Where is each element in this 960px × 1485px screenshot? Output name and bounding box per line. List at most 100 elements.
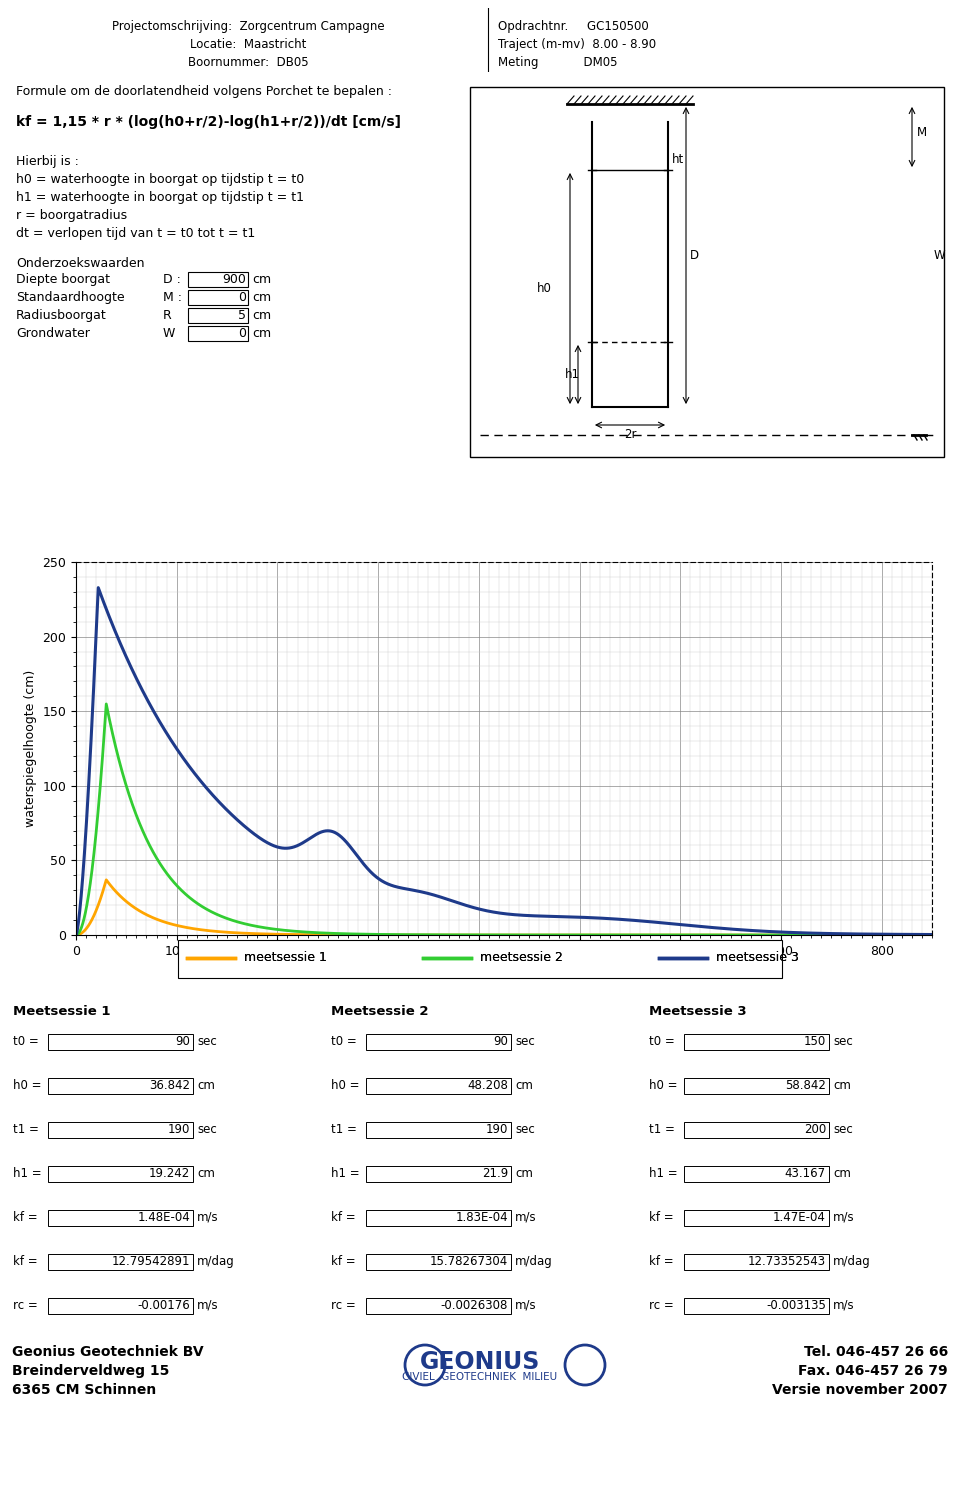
Text: 5: 5 (238, 309, 246, 322)
Text: dt = verlopen tijd van t = t0 tot t = t1: dt = verlopen tijd van t = t0 tot t = t1 (16, 227, 255, 241)
Text: cm: cm (833, 1167, 851, 1181)
Text: meetsessie 3: meetsessie 3 (716, 950, 799, 964)
Text: M: M (917, 126, 927, 138)
Bar (48, 1210, 193, 1227)
Text: 1.47E-04: 1.47E-04 (773, 1210, 826, 1224)
Text: sec: sec (197, 1123, 217, 1136)
Text: Onderzoekswaarden: Onderzoekswaarden (16, 257, 145, 270)
Bar (366, 1166, 511, 1182)
Text: Opdrachtnr.     GC150500: Opdrachtnr. GC150500 (498, 19, 649, 33)
Text: m/s: m/s (197, 1299, 219, 1313)
Text: 90: 90 (175, 1035, 190, 1048)
Text: CIVIEL  GEOTECHNIEK  MILIEU: CIVIEL GEOTECHNIEK MILIEU (402, 1372, 558, 1383)
Text: 6365 CM Schinnen: 6365 CM Schinnen (12, 1383, 156, 1397)
Bar (188, 327, 248, 342)
Text: Radiusboorgat: Radiusboorgat (16, 309, 107, 322)
Text: meetsessie 2: meetsessie 2 (480, 950, 563, 964)
Text: r = boorgatradius: r = boorgatradius (16, 209, 127, 221)
Bar (188, 307, 248, 324)
Text: -0.00176: -0.00176 (137, 1299, 190, 1313)
Bar (48, 1166, 193, 1182)
Text: D :: D : (163, 273, 180, 287)
Bar (470, 88, 944, 457)
Bar (366, 1253, 511, 1270)
Text: sec: sec (515, 1123, 535, 1136)
Bar (366, 1123, 511, 1138)
Text: h0: h0 (537, 282, 552, 296)
Text: 15.78267304: 15.78267304 (430, 1255, 508, 1268)
Text: m/s: m/s (515, 1299, 537, 1313)
Text: Hierbij is :: Hierbij is : (16, 154, 79, 168)
Text: kf =: kf = (649, 1210, 674, 1224)
Text: 900: 900 (222, 273, 246, 287)
Bar (48, 1034, 193, 1050)
Text: t0 =: t0 = (649, 1035, 675, 1048)
Bar (684, 1166, 829, 1182)
Text: h0 = waterhoogte in boorgat op tijdstip t = t0: h0 = waterhoogte in boorgat op tijdstip … (16, 172, 304, 186)
Text: 19.242: 19.242 (149, 1167, 190, 1181)
Text: m/s: m/s (197, 1210, 219, 1224)
Text: Formule om de doorlatendheid volgens Porchet te bepalen :: Formule om de doorlatendheid volgens Por… (16, 85, 392, 98)
Text: cm: cm (252, 327, 271, 340)
Text: m/s: m/s (833, 1299, 854, 1313)
Text: 43.167: 43.167 (785, 1167, 826, 1181)
Text: cm: cm (252, 291, 271, 304)
Text: h1 =: h1 = (13, 1167, 41, 1181)
Text: Meetsessie 2: Meetsessie 2 (331, 1005, 428, 1019)
Text: Traject (m-mv)  8.00 - 8.90: Traject (m-mv) 8.00 - 8.90 (498, 39, 656, 50)
Bar (684, 1078, 829, 1094)
Text: kf =: kf = (331, 1210, 355, 1224)
Text: t1 =: t1 = (13, 1123, 38, 1136)
Text: 90: 90 (493, 1035, 508, 1048)
Text: M :: M : (163, 291, 182, 304)
Text: sec: sec (515, 1035, 535, 1048)
Text: 150: 150 (804, 1035, 826, 1048)
Text: sec: sec (197, 1035, 217, 1048)
Text: R: R (163, 309, 172, 322)
Text: 36.842: 36.842 (149, 1080, 190, 1091)
Text: 12.73352543: 12.73352543 (748, 1255, 826, 1268)
Text: t0 =: t0 = (13, 1035, 38, 1048)
Text: Grondwater: Grondwater (16, 327, 90, 340)
Text: rc =: rc = (13, 1299, 37, 1313)
Text: Diepte boorgat: Diepte boorgat (16, 273, 110, 287)
Text: cm: cm (833, 1080, 851, 1091)
Text: Breinderveldweg 15: Breinderveldweg 15 (12, 1365, 169, 1378)
Text: Versie november 2007: Versie november 2007 (772, 1383, 948, 1397)
Text: Fax. 046-457 26 79: Fax. 046-457 26 79 (799, 1365, 948, 1378)
Bar (178, 940, 782, 977)
Text: m/dag: m/dag (197, 1255, 235, 1268)
Bar (366, 1298, 511, 1314)
Text: 0: 0 (238, 291, 246, 304)
Text: m/s: m/s (833, 1210, 854, 1224)
Text: 0: 0 (238, 327, 246, 340)
Text: h1 =: h1 = (649, 1167, 678, 1181)
Bar (48, 1078, 193, 1094)
Text: cm: cm (252, 273, 271, 287)
Text: D: D (690, 249, 699, 261)
Text: sec: sec (833, 1123, 852, 1136)
Text: sec: sec (833, 1035, 852, 1048)
Text: cm: cm (197, 1080, 215, 1091)
Text: 12.79542891: 12.79542891 (111, 1255, 190, 1268)
Text: 190: 190 (168, 1123, 190, 1136)
Y-axis label: waterspiegelhoogte (cm): waterspiegelhoogte (cm) (24, 670, 36, 827)
Text: W: W (163, 327, 176, 340)
Bar (684, 1210, 829, 1227)
Text: Projectomschrijving:  Zorgcentrum Campagne: Projectomschrijving: Zorgcentrum Campagn… (111, 19, 384, 33)
Text: cm: cm (252, 309, 271, 322)
Text: kf =: kf = (649, 1255, 674, 1268)
Bar (188, 272, 248, 287)
Text: cm: cm (197, 1167, 215, 1181)
Text: Meting            DM05: Meting DM05 (498, 56, 617, 68)
Text: W: W (934, 249, 946, 261)
Text: Locatie:  Maastricht: Locatie: Maastricht (190, 39, 306, 50)
Bar (684, 1253, 829, 1270)
Bar (684, 1298, 829, 1314)
Bar (48, 1123, 193, 1138)
Text: meetsessie 2: meetsessie 2 (480, 950, 563, 964)
Text: kf =: kf = (13, 1210, 37, 1224)
Text: h0 =: h0 = (331, 1080, 359, 1091)
Text: kf = 1,15 * r * (log(h0+r/2)-log(h1+r/2))/dt [cm/s]: kf = 1,15 * r * (log(h0+r/2)-log(h1+r/2)… (16, 114, 401, 129)
Text: h1 =: h1 = (331, 1167, 360, 1181)
